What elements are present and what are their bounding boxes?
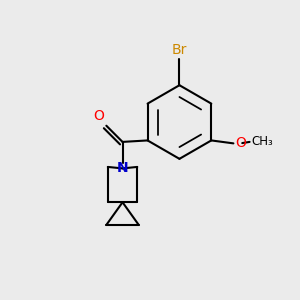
Text: O: O [93, 110, 104, 123]
Text: N: N [117, 161, 128, 176]
Text: CH₃: CH₃ [251, 135, 273, 148]
Text: Br: Br [172, 43, 187, 57]
Text: O: O [235, 136, 246, 150]
